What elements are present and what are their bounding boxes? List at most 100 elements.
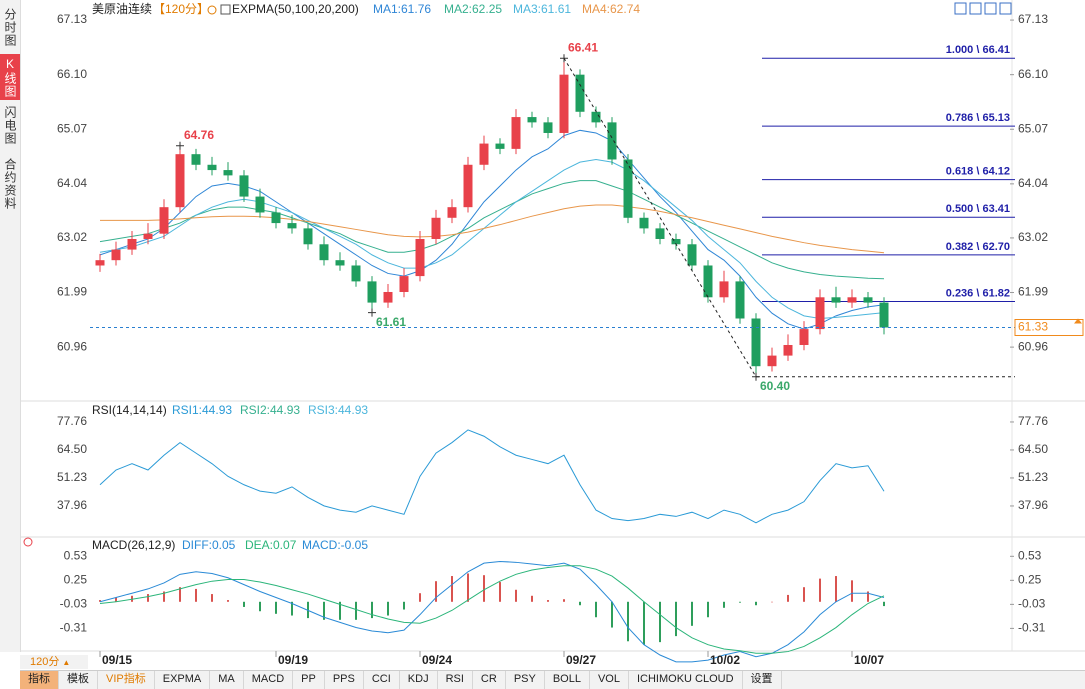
toolbar-item[interactable]: PSY (506, 671, 545, 689)
candle-body (719, 281, 729, 298)
candle-body (655, 228, 665, 239)
y-tick-label: 66.10 (1018, 67, 1048, 81)
legend-entry: MA3:61.61 (513, 2, 571, 16)
y-tick-label: 51.23 (57, 470, 87, 484)
fib-label: 0.618 \ 64.12 (946, 166, 1010, 178)
icon[interactable] (999, 2, 1012, 15)
candle-body (751, 318, 761, 367)
macd-bar (723, 601, 725, 608)
settings-icon[interactable] (23, 537, 33, 547)
toolbar-item[interactable]: 指标 (20, 671, 59, 689)
line (100, 204, 885, 254)
toolbar-item[interactable]: EXPMA (155, 671, 211, 689)
candle-body (319, 244, 329, 261)
candle-body (639, 217, 649, 229)
y-tick-label: 63.02 (1018, 230, 1048, 244)
y-tick-label: 77.76 (1018, 414, 1048, 428)
macd-bar (387, 601, 389, 616)
candle-body (815, 297, 825, 330)
toolbar-item[interactable]: VOL (590, 671, 629, 689)
macd-bar (371, 601, 373, 619)
candle-body (479, 143, 489, 165)
macd-bar (739, 601, 741, 603)
candle-body (143, 233, 153, 239)
toolbar-item[interactable]: CR (473, 671, 506, 689)
candle-body (831, 297, 841, 303)
toolbar-item[interactable]: PP (293, 671, 325, 689)
candle-body (207, 164, 217, 171)
candle-body (463, 164, 473, 208)
y-tick-label: -0.03 (1018, 597, 1046, 611)
macd-bar (499, 582, 501, 602)
toolbar-icons (954, 2, 1012, 15)
candle-body (767, 355, 777, 367)
icon[interactable] (220, 4, 231, 15)
macd-bar (803, 587, 805, 602)
macd-bar (403, 601, 405, 610)
period-button[interactable]: 120分 ▲ (20, 655, 88, 669)
macd-bar (547, 600, 549, 602)
candle-body (431, 217, 441, 239)
candle-body (111, 249, 121, 261)
last-price-arrow (1074, 318, 1082, 324)
macd-bar (195, 588, 197, 602)
macd-bar (355, 601, 357, 620)
y-tick-label: 67.13 (57, 12, 87, 26)
candle-body (575, 74, 585, 112)
chart-title: MACD(26,12,9) (92, 538, 175, 552)
macd-bar (99, 600, 101, 602)
toolbar-item[interactable]: PPS (325, 671, 364, 689)
macd-bar (883, 601, 885, 607)
candle-body (287, 223, 297, 229)
line (99, 565, 885, 654)
toolbar-item[interactable]: MACD (244, 671, 294, 689)
extreme-label: 60.40 (760, 379, 790, 393)
candle-body (271, 212, 281, 224)
icon[interactable] (969, 2, 982, 15)
sidebar-tab[interactable]: K线图 (0, 54, 20, 100)
extreme-marker (176, 141, 184, 150)
toolbar-item[interactable]: VIP指标 (98, 671, 155, 689)
macd-bar (675, 601, 677, 637)
y-tick-label: 0.53 (1018, 548, 1042, 562)
toolbar-item[interactable]: 设置 (743, 671, 782, 689)
legend-entry: MA2:62.25 (444, 2, 502, 16)
macd-bar (115, 597, 117, 602)
toolbar-item[interactable]: ICHIMOKU CLOUD (629, 671, 743, 689)
toolbar-item[interactable]: RSI (438, 671, 473, 689)
y-tick-label: 65.07 (1018, 121, 1048, 135)
candle-body (335, 260, 345, 266)
toolbar-item[interactable]: 模板 (59, 671, 98, 689)
line (99, 560, 885, 663)
sidebar-tab[interactable]: 闪电图 (3, 105, 17, 145)
sidebar-tab[interactable]: 分时图 (3, 7, 17, 47)
last-price-box (1014, 319, 1084, 337)
toolbar-item[interactable]: BOLL (545, 671, 590, 689)
chart: 美原油连续 【120分】 EXPMA(50,100,20,200) RSI(14… (21, 0, 1085, 667)
macd-bar (595, 601, 597, 618)
toolbar-item[interactable]: KDJ (400, 671, 438, 689)
candle-body (223, 170, 233, 176)
icon[interactable] (207, 5, 217, 15)
toolbar-item[interactable]: CCI (364, 671, 400, 689)
icon[interactable] (984, 2, 997, 15)
fib-trend-line (563, 57, 757, 378)
icon[interactable] (954, 2, 967, 15)
sidebar-tab[interactable]: 合约资料 (3, 158, 17, 210)
line (99, 429, 885, 524)
sidebar: 分时图 K线图 闪电图 合约资料 (0, 0, 21, 652)
toolbar-item[interactable]: MA (210, 671, 244, 689)
fib-label: 1.000 \ 66.41 (946, 44, 1010, 56)
legend-entry: DEA:0.07 (245, 538, 297, 552)
candle-body (735, 281, 745, 319)
candle-body (559, 74, 569, 133)
last-price-label: 61.33 (1018, 320, 1048, 334)
extreme-label: 61.61 (376, 315, 406, 329)
candle-body (255, 196, 265, 213)
candle-body (687, 244, 697, 266)
candle-body (527, 117, 537, 123)
candle-body (623, 159, 633, 218)
period-label: 【120分】 (153, 2, 209, 16)
candle-body (415, 238, 425, 277)
macd-bar (323, 601, 325, 620)
